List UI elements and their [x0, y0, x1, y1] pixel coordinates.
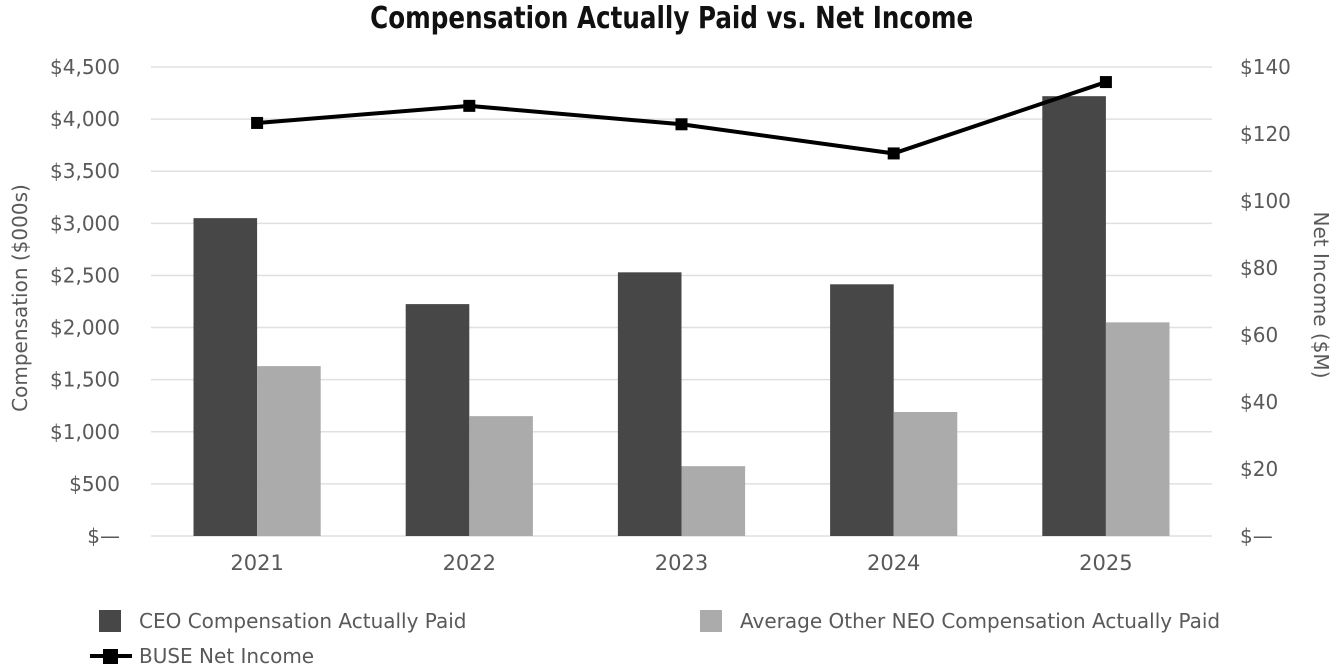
right-axis-tick-label: $80 — [1240, 256, 1278, 280]
legend-label-net-income: BUSE Net Income — [139, 644, 315, 668]
left-axis-tick-label: $500 — [69, 472, 120, 496]
left-axis-tick-label: $1,000 — [50, 420, 120, 444]
x-axis-year-label: 2021 — [230, 551, 283, 575]
x-axis-year-label: 2025 — [1079, 551, 1132, 575]
ceo-compensation-swatch-icon — [99, 610, 121, 632]
bar-neo-compensation-2021 — [257, 366, 321, 536]
right-axis-tick-label: $— — [1240, 524, 1273, 548]
bar-neo-compensation-2024 — [893, 411, 958, 536]
left-axis-tick-label: $3,500 — [50, 159, 120, 183]
left-axis-tick-label: $1,500 — [50, 368, 120, 392]
bar-neo-compensation-2022 — [469, 416, 533, 536]
right-axis-tick-label: $60 — [1240, 323, 1278, 347]
right-axis-tick-label: $100 — [1240, 189, 1291, 213]
left-axis-tick-label: $4,000 — [50, 107, 120, 131]
left-axis-tick-label: $4,500 — [50, 55, 120, 79]
plot-area: $— $500 $1,000 $1,500 $2,000 $2,500 $3,000 $3,5… — [50, 55, 1291, 575]
x-axis-year-label: 2023 — [655, 551, 708, 575]
bar-ceo-compensation-2025 — [1042, 96, 1106, 536]
bar-ceo-compensation-2024 — [830, 284, 894, 536]
left-axis-tick-label: $2,500 — [50, 263, 120, 287]
net-income-marker-2022 — [463, 99, 476, 112]
left-axis-tick-label: $2,000 — [50, 316, 120, 340]
left-axis-title: Compensation ($000s) — [8, 184, 32, 412]
legend-label-neo-compensation: Average Other NEO Compensation Actually … — [740, 609, 1221, 633]
right-axis-tick-label: $40 — [1240, 390, 1278, 414]
right-axis-title: Net Income ($M) — [1309, 211, 1333, 379]
net-income-marker-2023 — [675, 118, 688, 131]
legend-item-neo-compensation: Average Other NEO Compensation Actually … — [700, 609, 1220, 633]
right-axis-tick-label: $140 — [1240, 55, 1291, 79]
bar-neo-compensation-2023 — [681, 466, 746, 536]
neo-compensation-swatch-icon — [700, 610, 722, 632]
net-income-marker-2024 — [887, 147, 900, 160]
right-axis-tick-label: $120 — [1240, 122, 1291, 146]
left-axis-tick-label: $— — [87, 524, 120, 548]
net-income-line-icon — [90, 654, 132, 658]
net-income-marker-2021 — [251, 116, 264, 129]
net-income-square-icon — [103, 648, 118, 664]
legend-label-ceo-compensation: CEO Compensation Actually Paid — [139, 609, 467, 633]
x-axis-year-label: 2024 — [867, 551, 920, 575]
chart-title-text: Compensation Actually Paid vs. Net Incom… — [370, 1, 974, 36]
bar-neo-compensation-2025 — [1105, 322, 1170, 536]
bar-ceo-compensation-2022 — [405, 304, 470, 536]
bar-ceo-compensation-2021 — [193, 218, 258, 536]
legend-item-net-income: BUSE Net Income — [90, 644, 314, 668]
legend-item-ceo-compensation: CEO Compensation Actually Paid — [99, 609, 466, 633]
right-axis-tick-label: $20 — [1240, 457, 1278, 481]
net-income-line-marker-icon — [90, 648, 132, 664]
net-income-marker-2025 — [1099, 76, 1112, 89]
left-axis-tick-label: $3,000 — [50, 211, 120, 235]
chart-title: Compensation Actually Paid vs. Net Incom… — [0, 1, 1344, 37]
net-income-line — [256, 80, 1107, 156]
x-axis-year-label: 2022 — [443, 551, 496, 575]
bar-ceo-compensation-2023 — [617, 272, 682, 536]
